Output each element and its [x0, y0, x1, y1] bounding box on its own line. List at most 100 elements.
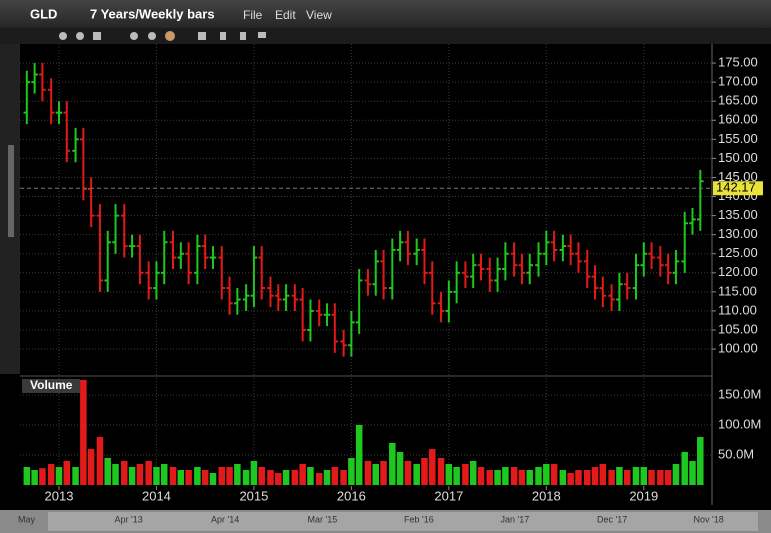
y-tick-label: 160.00: [718, 112, 758, 127]
zoom-slider[interactable]: [8, 145, 14, 237]
volume-bar: [608, 469, 615, 485]
menu-edit[interactable]: Edit: [275, 8, 296, 22]
volume-bar: [632, 466, 640, 485]
y-tick-label: 110.00: [718, 302, 757, 317]
volume-bar: [136, 463, 144, 485]
menu-file[interactable]: File: [243, 8, 263, 22]
volume-bar: [348, 457, 355, 485]
volume-bar: [380, 460, 387, 485]
y-tick-label: 130.00: [718, 226, 758, 241]
volume-bar: [575, 469, 582, 485]
volume-bar: [177, 469, 185, 485]
volume-bar: [31, 469, 38, 485]
volume-bar: [96, 436, 104, 485]
navigator-window[interactable]: [48, 512, 758, 531]
navigator-label: Feb '16: [404, 514, 434, 524]
volume-bar: [185, 469, 192, 485]
volume-bar: [372, 463, 379, 485]
menu-view[interactable]: View: [306, 8, 332, 22]
volume-bar: [63, 460, 71, 485]
volume-bar: [323, 469, 331, 485]
volume-bar: [340, 469, 347, 485]
volume-bar: [648, 469, 655, 485]
volume-bar: [128, 466, 136, 485]
volume-bar: [477, 466, 485, 485]
volume-bar: [664, 469, 672, 485]
volume-bar: [104, 457, 111, 485]
volume-bar: [307, 466, 314, 485]
volume-bar: [226, 466, 233, 485]
toolbar-icons[interactable]: [59, 31, 266, 41]
volume-bar: [526, 469, 533, 485]
volume-bar: [583, 469, 591, 485]
y-tick-label: 105.00: [718, 321, 758, 336]
x-tick-label: 2018: [532, 488, 561, 503]
volume-bar: [55, 466, 63, 485]
volume-bar: [591, 466, 599, 485]
y-tick-label: 165.00: [718, 93, 758, 108]
volume-bar: [282, 469, 290, 485]
y-tick-label: 155.00: [718, 131, 758, 146]
volume-bar: [121, 460, 128, 485]
volume-bar: [153, 466, 160, 485]
volume-bar: [160, 463, 168, 485]
volume-bar: [72, 466, 79, 485]
volume-bar: [39, 468, 46, 485]
toolbar: [0, 28, 771, 44]
navigator-label: Jan '17: [501, 514, 530, 524]
volume-bar: [250, 460, 258, 485]
volume-bar: [218, 466, 226, 485]
y-tick-label: 125.00: [718, 245, 758, 260]
volume-bar: [23, 466, 31, 485]
y-tick-label: 145.00: [718, 169, 758, 184]
volume-bar: [169, 466, 177, 485]
navigator-label: Nov '18: [694, 514, 724, 524]
volume-bar: [112, 463, 119, 485]
navigator-label: May: [18, 514, 36, 524]
volume-tab: [22, 379, 80, 393]
title-bar: [0, 0, 771, 28]
y-tick-label: 120.00: [718, 264, 758, 279]
volume-bar: [47, 463, 55, 485]
y-tick-label: 100.00: [718, 341, 758, 356]
volume-bar: [234, 463, 241, 485]
y-tick-label: 170.00: [718, 74, 758, 89]
volume-bar: [267, 469, 274, 485]
volume-bar: [445, 463, 453, 485]
volume-bar: [275, 472, 282, 485]
volume-bar: [599, 463, 607, 485]
volume-bar: [681, 451, 688, 485]
volume-bar: [437, 457, 445, 485]
volume-bar: [201, 469, 209, 485]
volume-bar: [209, 472, 217, 485]
volume-bar: [355, 424, 363, 485]
symbol[interactable]: GLD: [30, 6, 57, 21]
volume-bar: [389, 442, 396, 485]
period[interactable]: 7 Years/Weekly bars: [90, 6, 215, 21]
volume-bar: [697, 436, 704, 485]
volume-bar: [462, 463, 469, 485]
navigator-label: Dec '17: [597, 514, 627, 524]
volume-bar: [331, 466, 339, 485]
volume-bar: [396, 451, 404, 485]
volume-bar: [413, 463, 420, 485]
volume-bar: [535, 466, 542, 485]
navigator-label: Apr '13: [115, 514, 143, 524]
volume-bar: [258, 466, 265, 485]
volume-bar: [623, 469, 631, 485]
volume-bar: [453, 466, 460, 485]
volume-bar: [672, 463, 680, 485]
volume-bar: [543, 463, 550, 485]
volume-bar: [242, 469, 250, 485]
volume-bar: [518, 469, 526, 485]
volume-bar: [502, 466, 509, 485]
volume-bar: [657, 469, 664, 485]
navigator-label: Mar '15: [308, 514, 338, 524]
volume-bar: [469, 460, 477, 485]
last-price-box: [713, 181, 763, 196]
volume-bar: [87, 448, 95, 485]
volume-bar: [429, 448, 436, 485]
navigator-label: Apr '14: [211, 514, 239, 524]
